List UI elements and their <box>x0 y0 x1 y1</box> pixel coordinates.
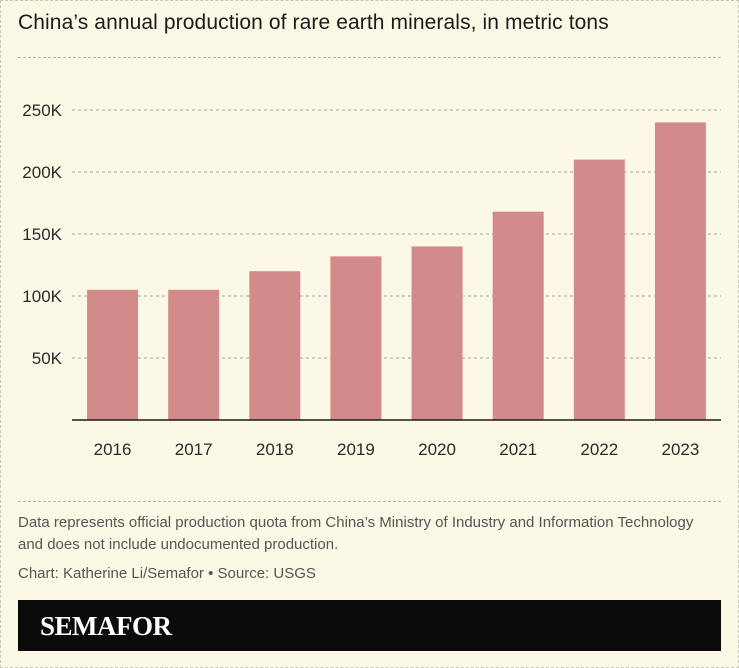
x-tick-label: 2017 <box>175 440 213 459</box>
y-tick-label: 150K <box>22 225 62 244</box>
bar <box>87 289 139 420</box>
bar <box>168 289 220 420</box>
y-tick-label: 200K <box>22 163 62 182</box>
bar <box>573 159 625 420</box>
bar-chart: 50K 100K 150K 200K 250K 2016 2017 2018 2019 2020 2… <box>22 101 721 459</box>
bar <box>411 246 463 420</box>
data-note: Data represents official production quot… <box>18 514 694 553</box>
x-tick-label: 2021 <box>499 440 537 459</box>
x-tick-label: 2020 <box>418 440 456 459</box>
brand-bar: SEMAFOR <box>18 600 721 651</box>
footer-divider <box>18 501 721 502</box>
y-tick-label: 100K <box>22 287 62 306</box>
title-divider <box>18 57 721 58</box>
source-credit: Chart: Katherine Li/Semafor • Source: US… <box>18 565 316 582</box>
bar <box>654 122 706 421</box>
x-tick-label: 2022 <box>580 440 618 459</box>
bar <box>249 271 301 420</box>
y-tick-label: 250K <box>22 101 62 120</box>
semafor-logo: SEMAFOR <box>40 611 172 641</box>
y-tick-label: 50K <box>32 349 63 368</box>
bar <box>492 211 544 420</box>
bar <box>330 256 382 420</box>
x-tick-label: 2016 <box>94 440 132 459</box>
chart-title: China’s annual production of rare earth … <box>18 11 609 34</box>
x-tick-label: 2023 <box>662 440 700 459</box>
x-tick-label: 2018 <box>256 440 294 459</box>
x-tick-label: 2019 <box>337 440 375 459</box>
